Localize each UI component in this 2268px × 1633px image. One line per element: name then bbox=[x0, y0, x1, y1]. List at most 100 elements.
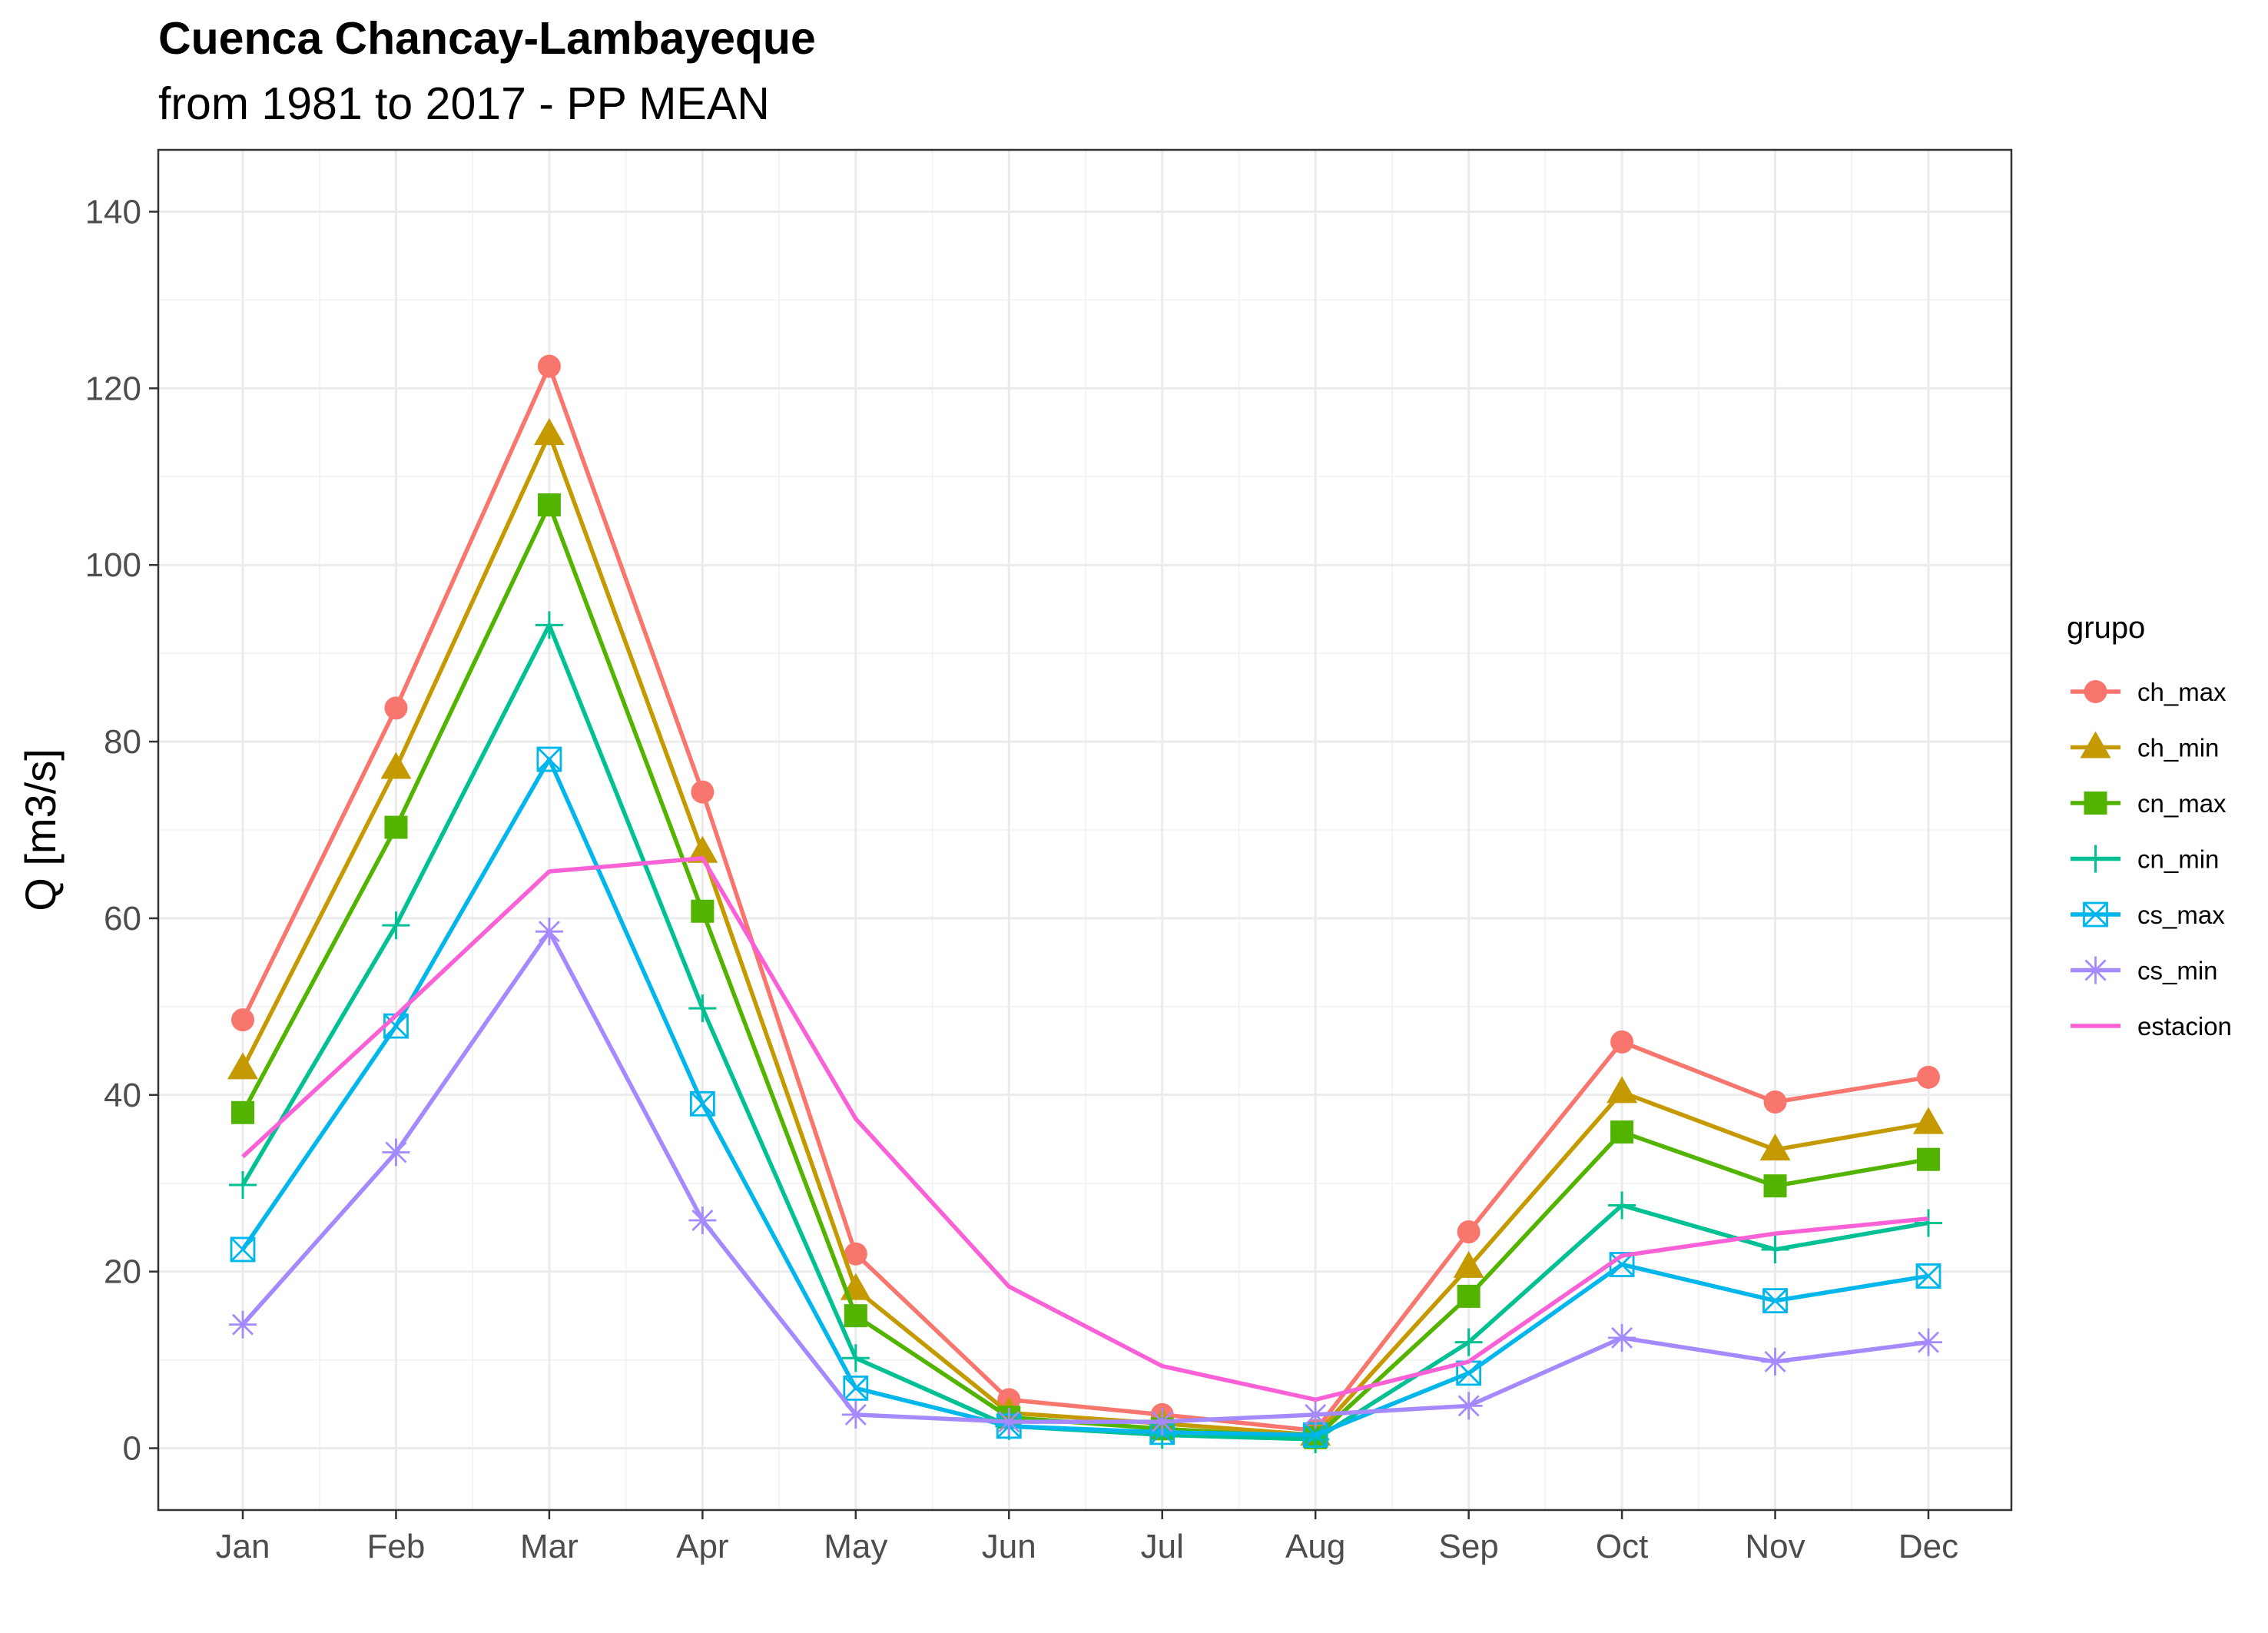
data-point bbox=[841, 1400, 870, 1429]
data-point bbox=[688, 994, 717, 1023]
data-point bbox=[537, 493, 561, 517]
data-point bbox=[844, 1304, 867, 1328]
data-point bbox=[1302, 1422, 1328, 1448]
data-point bbox=[1606, 1076, 1638, 1104]
data-point bbox=[843, 1375, 869, 1401]
legend: grupo ch_max ch_min cn_max cn_min cs_max cs_m… bbox=[2067, 611, 2232, 1041]
y-tick-label: 120 bbox=[85, 370, 141, 407]
x-tick-label: Oct bbox=[1596, 1528, 1648, 1565]
legend-label: cn_max bbox=[2137, 789, 2227, 818]
panel-border bbox=[157, 148, 2013, 1512]
series-cs-max bbox=[230, 746, 1941, 1448]
data-point bbox=[1915, 1328, 1942, 1356]
data-point bbox=[230, 1236, 256, 1263]
data-point bbox=[1610, 1030, 1634, 1054]
data-point bbox=[231, 1008, 254, 1032]
x-tick-label: Jun bbox=[982, 1528, 1036, 1565]
legend-label: ch_max bbox=[2137, 678, 2227, 706]
y-axis-title: Q [m3/s] bbox=[16, 748, 65, 911]
chart-subtitle: from 1981 to 2017 - PP MEAN bbox=[158, 78, 770, 129]
x-tick-label: Sep bbox=[1438, 1528, 1498, 1565]
data-point bbox=[687, 835, 718, 863]
data-point bbox=[533, 418, 565, 446]
legend-item-cn-max: cn_max bbox=[2071, 789, 2227, 818]
series-line bbox=[241, 856, 1929, 1402]
data-point bbox=[1913, 1107, 1944, 1134]
data-point bbox=[995, 1408, 1023, 1436]
data-point bbox=[689, 1090, 715, 1117]
legend-item-ch-max: ch_max bbox=[2071, 678, 2227, 706]
data-point bbox=[1608, 1191, 1636, 1220]
data-point bbox=[844, 1242, 867, 1266]
data-point bbox=[1763, 1174, 1787, 1198]
data-point bbox=[688, 1206, 717, 1235]
legend-label: cn_min bbox=[2137, 845, 2219, 874]
data-point bbox=[841, 1344, 870, 1372]
data-point bbox=[1609, 1252, 1635, 1277]
data-point bbox=[1763, 1090, 1787, 1114]
legend-label: cs_max bbox=[2137, 901, 2225, 929]
data-point bbox=[1453, 1250, 1484, 1278]
y-tick-label: 140 bbox=[85, 193, 141, 231]
y-tick-label: 60 bbox=[104, 900, 141, 938]
data-point bbox=[1761, 1235, 1789, 1263]
legend-label: cs_min bbox=[2137, 957, 2218, 985]
data-point bbox=[1457, 1220, 1480, 1243]
data-point bbox=[537, 354, 561, 378]
data-point bbox=[1301, 1400, 1330, 1429]
x-tick-label: Jul bbox=[1141, 1528, 1184, 1565]
data-point bbox=[382, 1138, 410, 1167]
y-tick-label: 40 bbox=[104, 1077, 141, 1114]
data-point bbox=[1301, 1426, 1330, 1454]
x-tick-label: May bbox=[824, 1528, 887, 1565]
legend-key-marker bbox=[2081, 956, 2110, 984]
data-point bbox=[229, 1171, 257, 1200]
x-tick-label: Feb bbox=[367, 1528, 426, 1565]
data-point bbox=[1608, 1323, 1636, 1352]
data-point bbox=[1762, 1288, 1788, 1313]
data-point bbox=[1457, 1284, 1480, 1308]
series-line bbox=[240, 363, 1929, 1433]
data-point bbox=[1759, 1133, 1791, 1161]
legend-key-marker bbox=[2084, 680, 2107, 703]
chart-title: Cuenca Chancay-Lambayeque bbox=[158, 13, 816, 64]
data-point bbox=[384, 696, 408, 720]
y-tick-label: 20 bbox=[104, 1253, 141, 1291]
data-point bbox=[380, 752, 412, 779]
legend-key-marker bbox=[2080, 731, 2111, 758]
data-point bbox=[227, 1052, 258, 1080]
y-tick-label: 80 bbox=[104, 723, 141, 761]
data-point bbox=[691, 780, 715, 804]
x-tick-label: Jan bbox=[216, 1528, 270, 1565]
legend-title: grupo bbox=[2067, 611, 2145, 645]
grid bbox=[158, 150, 2011, 1510]
data-point bbox=[384, 815, 408, 839]
x-tick-label: Mar bbox=[520, 1528, 579, 1565]
data-point bbox=[536, 746, 562, 772]
x-tick-label: Aug bbox=[1285, 1528, 1345, 1565]
legend-item-cs-max: cs_max bbox=[2071, 901, 2225, 929]
data-point bbox=[535, 918, 563, 946]
legend-item-estacion: estacion bbox=[2071, 1012, 2232, 1041]
series-layer bbox=[227, 354, 1944, 1454]
data-point bbox=[382, 911, 410, 940]
legend-item-cn-min: cn_min bbox=[2071, 845, 2219, 874]
series-line bbox=[240, 432, 1929, 1438]
legend-label: estacion bbox=[2137, 1012, 2232, 1041]
x-tick-label: Apr bbox=[676, 1528, 728, 1565]
series-cs-min bbox=[229, 918, 1942, 1436]
data-point bbox=[691, 899, 715, 923]
data-point bbox=[1610, 1120, 1634, 1144]
x-tick-label: Nov bbox=[1745, 1528, 1805, 1565]
data-point bbox=[231, 1100, 254, 1124]
legend-key-marker bbox=[2084, 792, 2107, 815]
series-line bbox=[240, 929, 1929, 1424]
data-point bbox=[1761, 1347, 1789, 1376]
legend-item-cs-min: cs_min bbox=[2071, 956, 2218, 985]
legend-item-ch-min: ch_min bbox=[2071, 731, 2219, 762]
data-point bbox=[1454, 1328, 1483, 1356]
x-tick-label: Dec bbox=[1898, 1528, 1958, 1565]
data-point bbox=[1454, 1392, 1483, 1420]
